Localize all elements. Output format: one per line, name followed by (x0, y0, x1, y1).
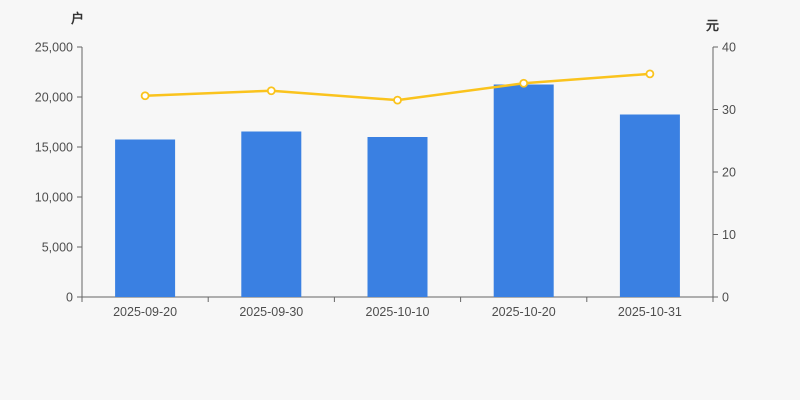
x-axis-category-label: 2025-09-20 (113, 305, 177, 319)
left-axis-tick-label: 25,000 (35, 41, 73, 55)
right-axis-tick-label: 20 (722, 166, 736, 180)
bar (367, 137, 428, 297)
right-axis-tick-label: 10 (722, 228, 736, 242)
line-marker (645, 69, 655, 79)
right-axis-tick-label: 0 (722, 291, 729, 305)
line-marker (393, 95, 402, 105)
bar (493, 84, 554, 297)
left-axis-tick-label: 20,000 (35, 91, 73, 105)
left-axis-tick-label: 5,000 (42, 241, 73, 255)
left-axis-tick-label: 15,000 (35, 141, 73, 155)
x-axis-category-label: 2025-09-30 (239, 305, 303, 319)
line-marker (140, 91, 150, 101)
left-axis-tick-label: 0 (66, 291, 73, 305)
left-axis-unit-label: 户 (71, 11, 85, 26)
x-axis-category-label: 2025-10-31 (618, 305, 682, 319)
right-axis-unit-label: 元 (706, 18, 720, 33)
bar (115, 139, 176, 297)
bar (241, 131, 302, 297)
right-axis-tick-label: 40 (722, 41, 736, 55)
x-axis-category-label: 2025-10-10 (366, 305, 430, 319)
left-axis-tick-label: 10,000 (35, 191, 73, 205)
right-axis-tick-label: 30 (722, 103, 736, 117)
bar (619, 114, 680, 297)
line-marker (519, 78, 529, 88)
line-marker (266, 86, 276, 96)
x-axis-category-label: 2025-10-20 (492, 305, 556, 319)
